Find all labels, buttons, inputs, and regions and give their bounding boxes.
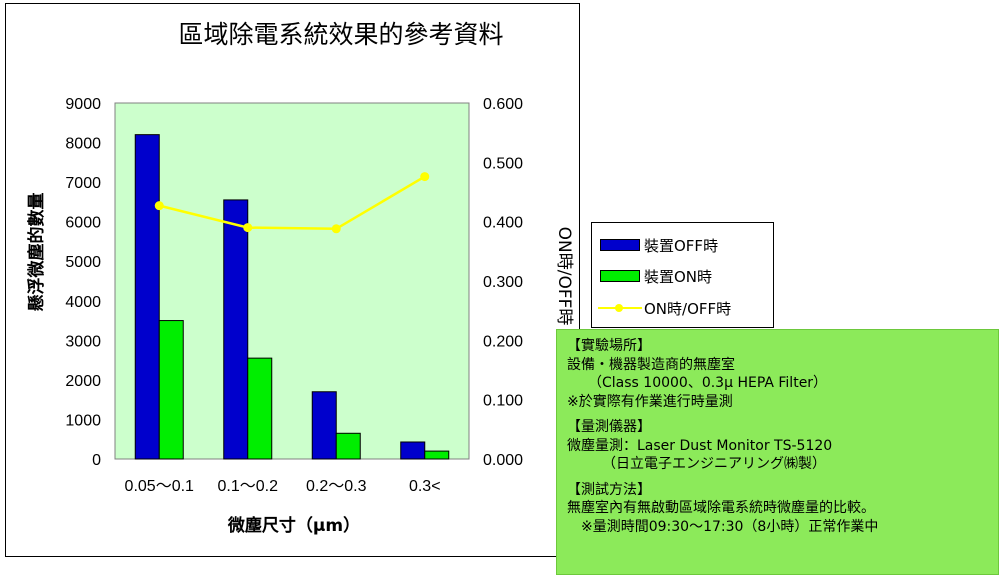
chart-frame: 區域除電系統效果的參考資料 0 1000 2000 3000 4000 5000 6000 7…: [5, 3, 580, 557]
ratio-point-1: [243, 223, 253, 233]
bar-on-0: [158, 320, 184, 460]
info-spacer: [567, 411, 988, 418]
legend-line-ratio: [598, 302, 642, 314]
y-tick-label: 5000: [65, 254, 101, 271]
ratio-point-0: [154, 201, 164, 211]
legend-label-off: 裝置OFF時: [644, 236, 719, 255]
x-tick-label: 0.05～0.1: [125, 478, 194, 495]
chart-title: 區域除電系統效果的參考資料: [178, 20, 503, 49]
info-line: 設備・機器製造商的無塵室: [567, 356, 735, 373]
info-line: 【實驗場所】: [567, 338, 651, 354]
x-axis-label: 微塵尺寸（μm）: [227, 515, 360, 536]
y-axis-ticks: 0 1000 2000 3000 4000 5000 6000 7000 8000 9000: [65, 96, 101, 469]
x-tick-label: 0.1～0.2: [218, 478, 279, 495]
legend-label-on: 裝置ON時: [644, 267, 713, 286]
y-tick-label: 7000: [65, 175, 101, 192]
bar-on-1: [247, 357, 273, 460]
info-line: 【測試方法】: [567, 481, 651, 498]
y-tick-label: 8000: [65, 136, 101, 153]
info-line: ※量測時間09:30～17:30（8小時）正常作業中: [567, 518, 879, 535]
chart: 區域除電系統效果的參考資料 0 1000 2000 3000 4000 5000 6000 7…: [26, 20, 574, 536]
ratio-point-3: [420, 172, 430, 182]
x-axis-ticks: 0.05～0.1 0.1～0.2 0.2～0.3 0.3<: [125, 478, 441, 495]
y2-tick-label: 0.300: [483, 274, 523, 291]
bar-off-1: [223, 199, 249, 460]
y2-tick-label: 0.100: [483, 393, 523, 410]
legend-item-ratio: ON時/OFF時: [592, 295, 731, 321]
y-tick-label: 3000: [65, 333, 101, 350]
info-spacer: [567, 474, 988, 481]
chart-legend: 裝置OFF時 裝置ON時 ON時/OFF時: [591, 222, 774, 328]
bars-layer: [134, 134, 450, 460]
bar-off-0: [134, 134, 160, 460]
legend-item-off: 裝置OFF時: [592, 232, 718, 258]
legend-item-on: 裝置ON時: [592, 263, 712, 289]
info-line: （日立電子エンジニアリング㈱製）: [567, 456, 826, 472]
y-tick-label: 9000: [65, 96, 101, 113]
ratio-line-layer: [154, 172, 430, 234]
bar-on-3: [424, 450, 450, 460]
y-tick-label: 6000: [65, 215, 101, 232]
legend-swatch-on: [600, 270, 640, 282]
y-axis-label: 懸浮微塵的數量: [26, 193, 47, 312]
info-line: （Class 10000、0.3μ HEPA Filter）: [567, 375, 828, 391]
bar-off-2: [311, 391, 337, 460]
y2-tick-label: 0.000: [483, 452, 523, 469]
y2-axis-label: ON時/OFF時: [554, 227, 574, 326]
ratio-point-2: [331, 224, 341, 234]
y2-tick-label: 0.500: [483, 155, 523, 172]
x-tick-label: 0.2～0.3: [306, 478, 367, 495]
info-line: 微塵量測：Laser Dust Monitor TS-5120: [567, 437, 833, 454]
y2-tick-label: 0.600: [483, 96, 523, 113]
legend-swatch-off: [600, 239, 640, 251]
y-tick-label: 2000: [65, 373, 101, 390]
legend-label-ratio: ON時/OFF時: [644, 299, 732, 318]
ratio-line: [158, 175, 426, 231]
y2-axis-ticks: 0.000 0.100 0.200 0.300 0.400 0.500 0.600: [483, 96, 523, 469]
info-line: 【量測儀器】: [567, 419, 651, 435]
info-line: 無塵室內有無啟動區域除電系統時微塵量的比較。: [567, 500, 875, 516]
y-tick-label: 4000: [65, 294, 101, 311]
y-tick-label: 1000: [65, 412, 101, 429]
y2-tick-label: 0.400: [483, 215, 523, 232]
x-tick-label: 0.3<: [409, 478, 441, 495]
y2-tick-label: 0.200: [483, 333, 523, 350]
bar-on-2: [335, 432, 361, 460]
info-line: ※於實際有作業進行時量測: [567, 393, 733, 410]
experiment-info-box: 【實驗場所】設備・機器製造商的無塵室 （Class 10000、0.3μ HEP…: [556, 329, 999, 575]
bar-off-3: [400, 441, 426, 460]
y-tick-label: 0: [92, 452, 101, 469]
